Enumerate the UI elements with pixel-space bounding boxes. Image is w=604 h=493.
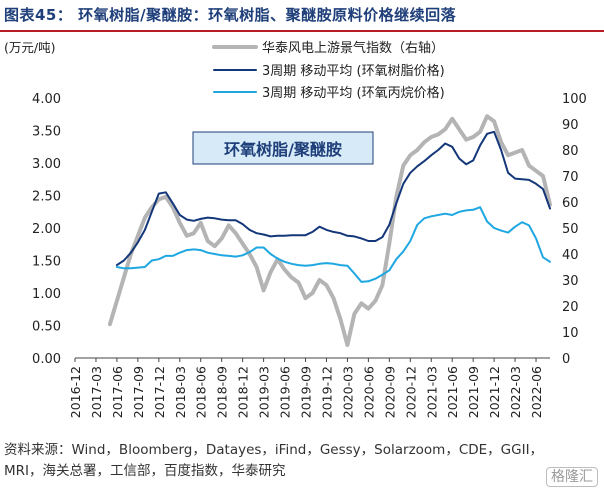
x-tick-label: 2020-12 <box>403 366 418 418</box>
x-tick-label: 2017-09 <box>131 366 146 418</box>
series-line-wind-index <box>107 114 552 347</box>
annotation-layer: 环氧树脂/聚醚胺 <box>192 131 374 165</box>
figure-title: 图表45： 环氧树脂/聚醚胺：环氧树脂、聚醚胺原料价格继续回落 <box>4 6 457 24</box>
left-tick-label: 2.50 <box>32 190 61 205</box>
right-tick-label: 60 <box>562 196 579 211</box>
title-rule <box>0 30 604 32</box>
right-tick-label: 0 <box>562 352 570 367</box>
legend-label: 华泰风电上游景气指数（右轴） <box>262 40 444 56</box>
annotation-box <box>192 131 374 165</box>
left-tick-label: 1.50 <box>32 255 61 270</box>
right-tick-label: 20 <box>562 300 579 315</box>
left-tick-label: 2.00 <box>32 222 61 237</box>
left-tick-label: 3.50 <box>32 125 61 140</box>
legend-label: 3周期 移动平均 (环氧丙烷价格) <box>262 85 445 101</box>
x-tick-label: 2019-12 <box>319 366 334 418</box>
x-tick-label: 2018-09 <box>215 366 230 418</box>
right-tick-label: 50 <box>562 222 579 237</box>
watermark-logo: 格隆汇 <box>546 467 598 487</box>
source-note: 资料来源：Wind，Bloomberg，Datayes，iFind，Gessy，… <box>4 442 544 479</box>
x-tick-label: 2021-03 <box>424 366 439 418</box>
left-tick-label: 1.00 <box>32 287 61 302</box>
left-tick-label: 0.00 <box>32 352 61 367</box>
left-axis-unit: (万元/吨) <box>4 40 55 55</box>
right-tick-label: 10 <box>562 326 579 341</box>
left-tick-label: 0.50 <box>32 320 61 335</box>
x-tick-label: 2019-06 <box>278 366 293 418</box>
right-tick-label: 80 <box>562 144 579 159</box>
x-tick-label: 2019-09 <box>299 366 314 418</box>
series-layer <box>107 114 552 347</box>
legend-label: 3周期 移动平均 (环氧树脂价格) <box>262 63 445 79</box>
right-tick-label: 100 <box>562 92 587 107</box>
x-tick-label: 2022-03 <box>508 366 523 418</box>
axis-layer: (万元/吨) 0.00 0.50 1.00 1.50 2.00 2.50 3.00 3.50 4.… <box>4 40 587 418</box>
right-tick-label: 30 <box>562 274 579 289</box>
x-tick-label: 2018-06 <box>194 366 209 418</box>
x-tick-label: 2016-12 <box>68 366 83 418</box>
legend: 华泰风电上游景气指数（右轴） 3周期 移动平均 (环氧树脂价格) 3周期 移动平均 … <box>212 40 445 101</box>
dual-axis-line-chart: (万元/吨) 0.00 0.50 1.00 1.50 2.00 2.50 3.00 3.50 4.… <box>4 40 587 418</box>
annotation-text: 环氧树脂/聚醚胺 <box>224 140 342 159</box>
right-tick-label: 70 <box>562 170 579 185</box>
x-tick-label: 2020-06 <box>361 366 376 418</box>
x-tick-label: 2020-09 <box>382 366 397 418</box>
x-tick-label: 2022-06 <box>529 366 544 418</box>
x-tick-label: 2017-03 <box>89 366 104 418</box>
x-tick-label: 2021-12 <box>487 366 502 418</box>
left-tick-label: 3.00 <box>32 157 61 172</box>
left-tick-label: 4.00 <box>32 92 61 107</box>
right-tick-label: 40 <box>562 248 579 263</box>
x-tick-label: 2017-06 <box>110 366 125 418</box>
x-tick-label: 2018-12 <box>236 366 251 418</box>
x-tick-label: 2020-03 <box>340 366 355 418</box>
series-line-epoxy-resin <box>115 130 551 267</box>
x-tick-label: 2021-09 <box>466 366 481 418</box>
x-tick-label: 2021-06 <box>445 366 460 418</box>
x-tick-label: 2018-03 <box>173 366 188 418</box>
x-tick-label: 2019-03 <box>257 366 272 418</box>
series-line-propylene-oxide <box>115 206 551 283</box>
x-tick-label: 2017-12 <box>152 366 167 418</box>
right-tick-label: 90 <box>562 118 579 133</box>
